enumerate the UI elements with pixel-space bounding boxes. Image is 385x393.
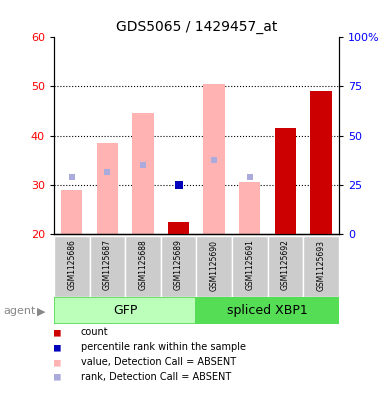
Text: GSM1125688: GSM1125688 [139,240,147,290]
Bar [268,236,303,297]
Text: GSM1125691: GSM1125691 [245,240,254,290]
Bar [275,128,296,234]
Bar [239,182,260,234]
Bar [61,189,82,234]
Bar [196,236,232,297]
Bar [281,163,290,234]
Text: GFP: GFP [113,304,137,317]
Bar [168,222,189,234]
Text: GSM1125693: GSM1125693 [316,240,325,290]
Text: spliced XBP1: spliced XBP1 [227,304,308,317]
Bar [303,236,339,297]
Bar [196,297,339,324]
Bar [54,297,196,324]
Text: percentile rank within the sample: percentile rank within the sample [81,342,246,352]
Title: GDS5065 / 1429457_at: GDS5065 / 1429457_at [116,20,277,33]
Bar [90,236,125,297]
Bar [161,236,196,297]
Bar [310,91,332,234]
Text: value, Detection Call = ABSENT: value, Detection Call = ABSENT [81,357,236,367]
Text: GSM1125692: GSM1125692 [281,240,290,290]
Text: GSM1125686: GSM1125686 [67,240,76,290]
Text: ■: ■ [54,372,61,382]
Text: ■: ■ [54,342,61,352]
Bar [310,91,332,234]
Text: count: count [81,327,109,337]
Bar [125,236,161,297]
Text: GSM1125689: GSM1125689 [174,240,183,290]
Text: GSM1125687: GSM1125687 [103,240,112,290]
Bar [275,128,296,234]
Bar [203,84,225,234]
Text: ■: ■ [54,357,61,367]
Bar [232,236,268,297]
Bar [97,143,118,234]
Text: rank, Detection Call = ABSENT: rank, Detection Call = ABSENT [81,372,231,382]
Bar [54,236,90,297]
Bar [132,114,154,234]
Text: GSM1125690: GSM1125690 [210,240,219,290]
Text: ■: ■ [54,327,61,337]
Text: ▶: ▶ [37,306,45,316]
Bar [316,163,325,234]
Text: agent: agent [4,306,36,316]
